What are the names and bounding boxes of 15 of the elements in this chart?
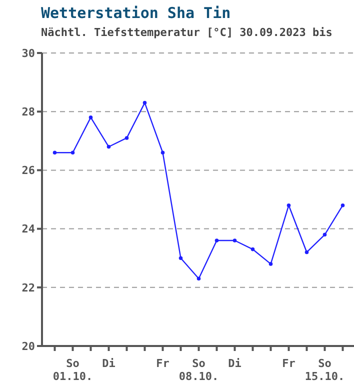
x-tick-label: Fr (156, 357, 170, 370)
x-tick-label: Di (102, 357, 116, 370)
x-tick-label: So 08.10. (178, 357, 219, 382)
chart-title: Wetterstation Sha Tin (41, 4, 231, 22)
x-tick-label: So 15.10. (304, 357, 345, 382)
y-tick-label: 26 (22, 164, 36, 178)
y-tick-label: 20 (22, 340, 35, 353)
y-tick-label: 30 (22, 46, 35, 60)
x-tick-label: Di (228, 357, 242, 370)
y-tick-label: 24 (22, 222, 36, 236)
x-tick-label: So 01.10. (52, 357, 93, 382)
x-tick-label: Fr (282, 357, 296, 370)
chart-subtitle: Nächtl. Tiefsttemperatur [°C] 30.09.2023 bis (41, 26, 332, 39)
y-tick-label: 28 (22, 106, 35, 119)
y-tick-label: 22 (22, 281, 35, 294)
